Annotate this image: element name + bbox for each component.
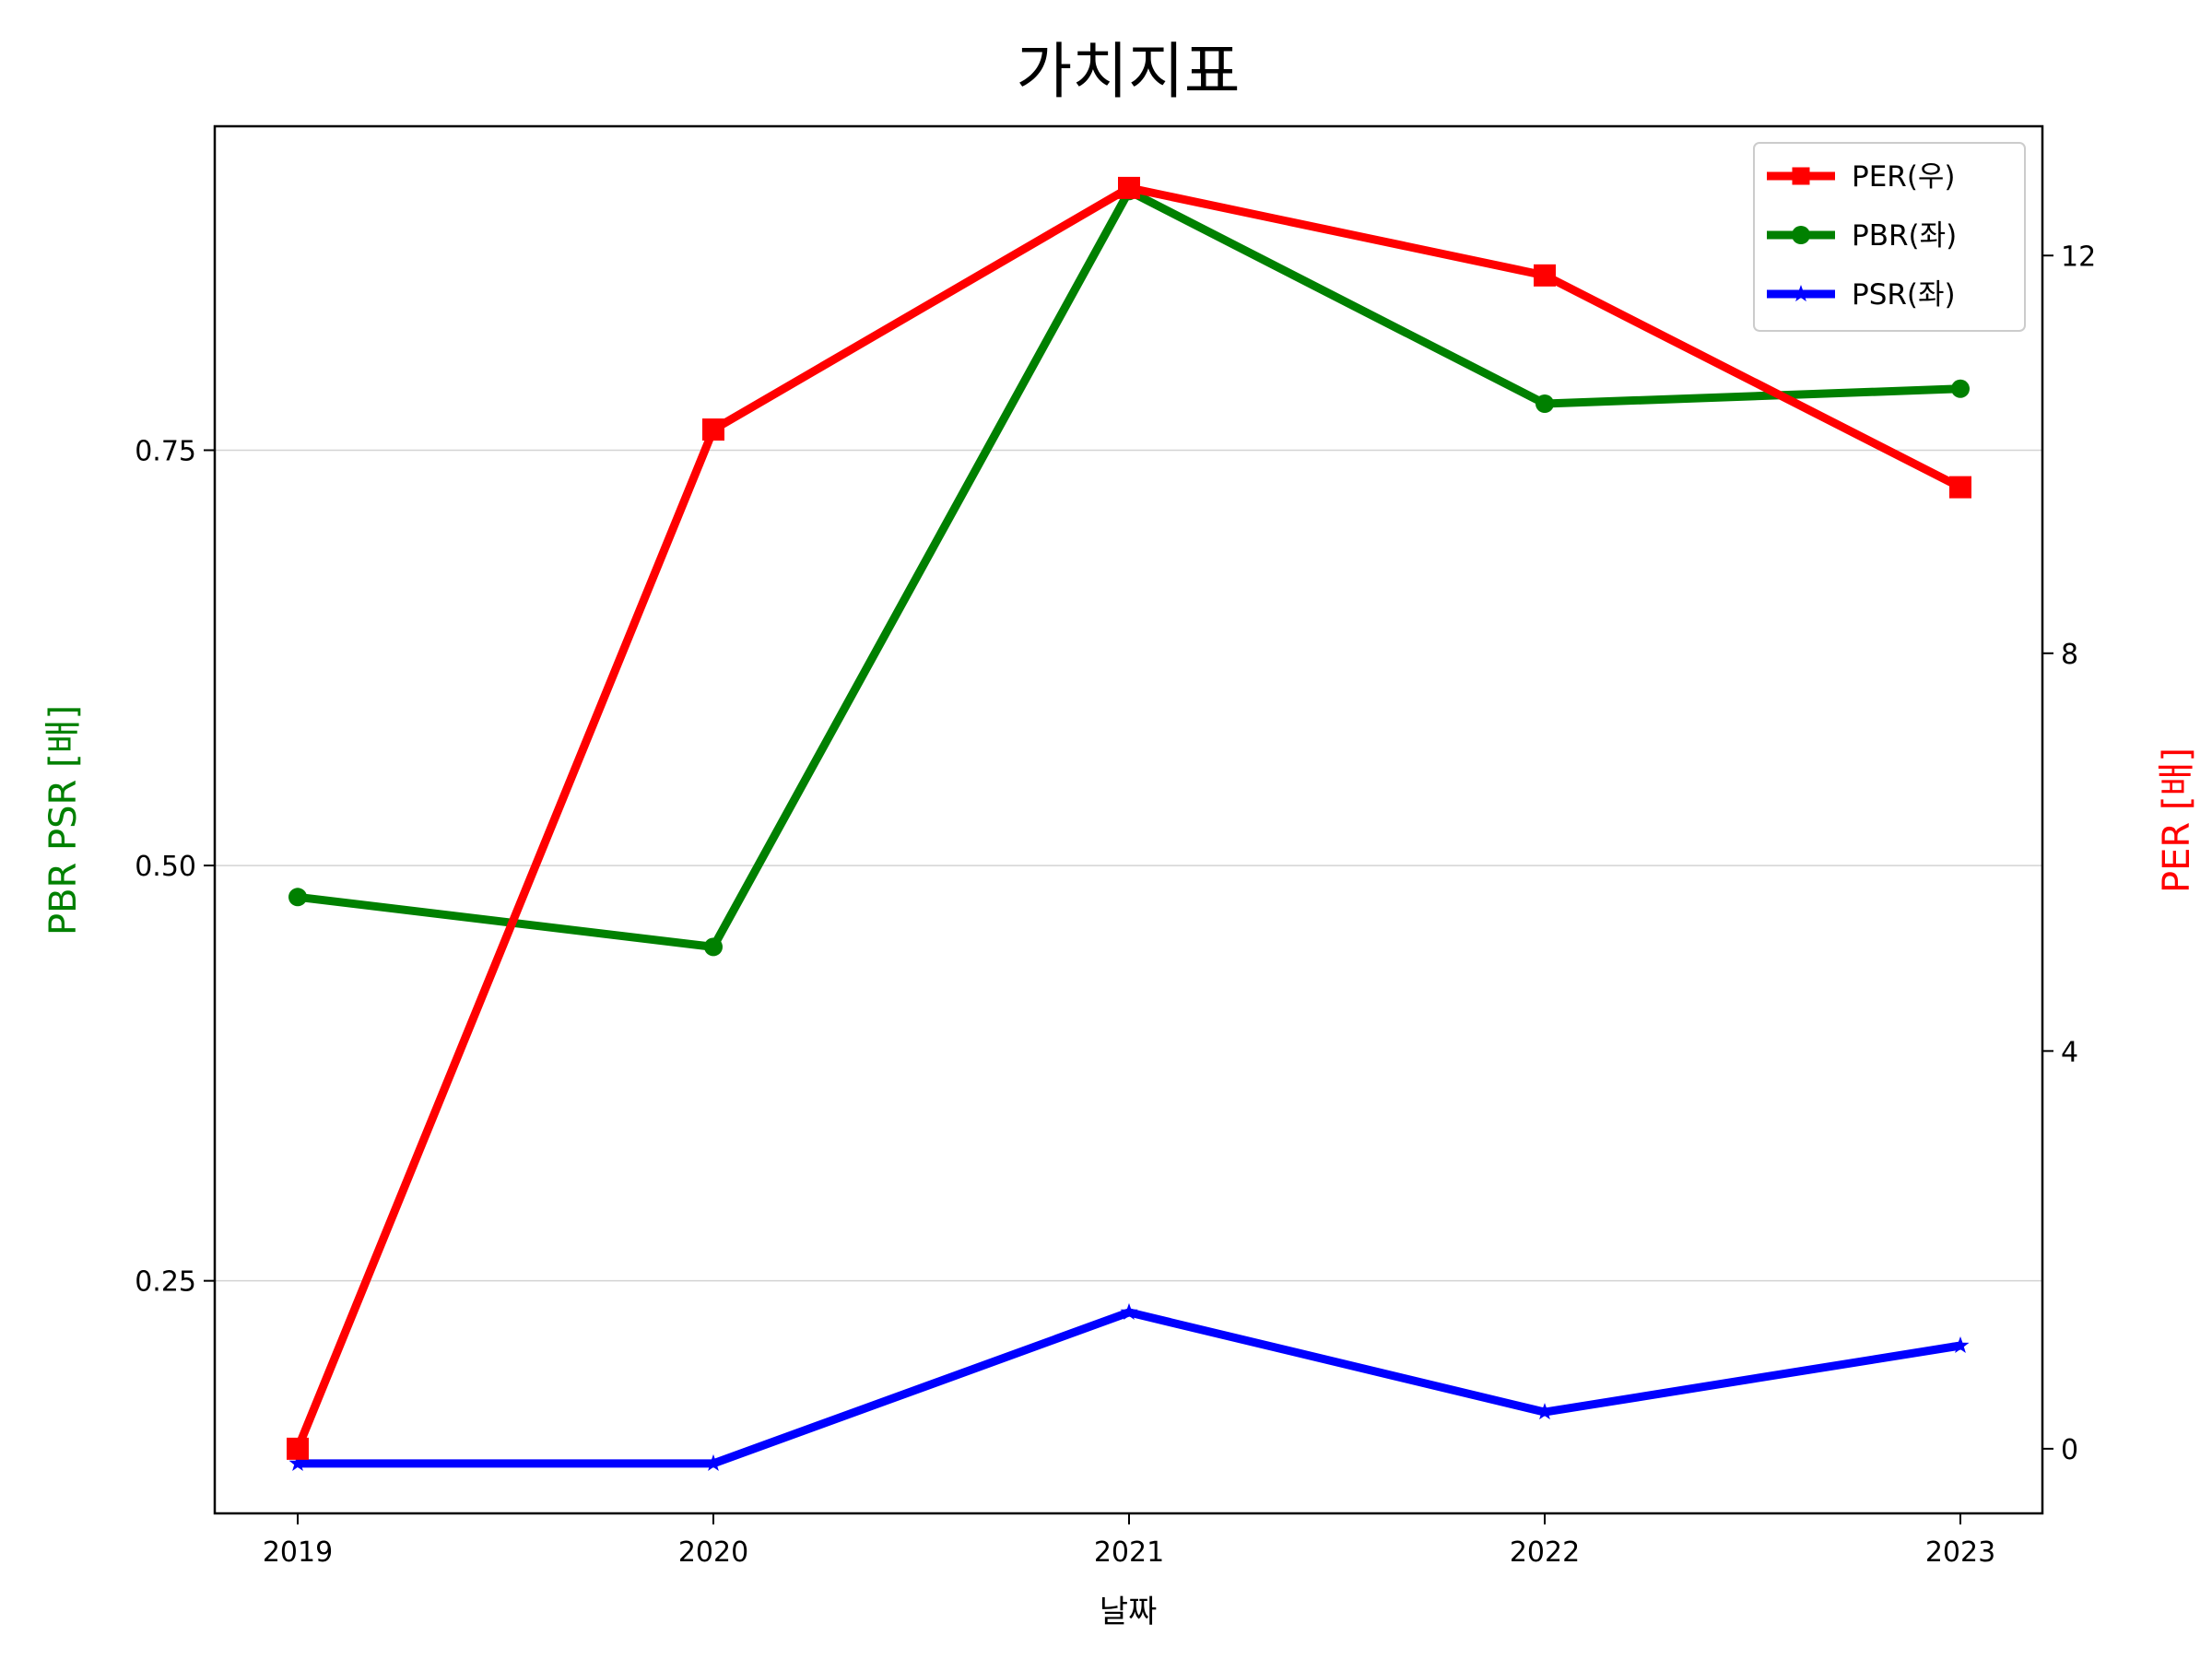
series-layer xyxy=(287,176,1971,1471)
right-y-tick-label-3: 12 xyxy=(2061,241,2096,273)
legend-label-1: PBR(좌) xyxy=(1852,219,1957,253)
series-2-point-4 xyxy=(1951,1336,1970,1353)
x-axis: 2019 2020 2021 2022 2023 xyxy=(263,1513,1995,1569)
legend-item-0: PER(우) xyxy=(1767,160,1956,194)
legend-box xyxy=(1753,142,2026,332)
right-y-tick-label-1: 4 xyxy=(2061,1036,2078,1068)
left-y-tick-label-2: 0.75 xyxy=(135,435,196,467)
series-0-point-1 xyxy=(702,418,724,441)
x-axis-label: 날짜 xyxy=(1100,1594,1158,1630)
series-2-point-1 xyxy=(704,1453,723,1471)
series-line-2 xyxy=(298,1308,1961,1468)
x-tick-label-2: 2021 xyxy=(1094,1536,1164,1569)
left-y-tick-label-1: 0.50 xyxy=(135,851,196,883)
right-y-tick-label-2: 8 xyxy=(2061,639,2078,671)
series-0 xyxy=(287,176,1971,1460)
series-0-point-3 xyxy=(1534,264,1556,287)
legend-item-1: PBR(좌) xyxy=(1767,219,1957,253)
series-0-point-0 xyxy=(287,1437,309,1460)
series-2-point-3 xyxy=(1535,1403,1554,1420)
legend-item-2: PSR(좌) xyxy=(1767,278,1956,312)
legend: PER(우) PBR(좌) PSR(좌) xyxy=(1753,142,2026,332)
left-y-axis: 0.25 0.50 0.75 xyxy=(135,435,215,1299)
left-y-tick-label-0: 0.25 xyxy=(135,1266,196,1299)
x-tick-label-1: 2020 xyxy=(678,1536,748,1569)
series-1-point-4 xyxy=(1951,379,1970,398)
series-0-point-2 xyxy=(1118,176,1140,199)
legend-label-2: PSR(좌) xyxy=(1852,278,1956,312)
series-1-point-1 xyxy=(704,937,723,957)
chart-title: 가치지표 xyxy=(1017,36,1241,107)
series-2-point-0 xyxy=(288,1453,307,1471)
x-tick-label-3: 2022 xyxy=(1510,1536,1580,1569)
legend-marker-2 xyxy=(1792,285,1810,302)
legend-marker-0 xyxy=(1792,167,1810,185)
x-tick-label-0: 2019 xyxy=(263,1536,333,1569)
series-1 xyxy=(288,182,1970,957)
series-2 xyxy=(288,1302,1970,1471)
right-y-tick-label-0: 0 xyxy=(2061,1434,2078,1466)
right-y-axis-label: PER [배] xyxy=(2156,747,2198,893)
left-y-axis-label: PBR PSR [배] xyxy=(42,705,85,935)
x-tick-label-4: 2023 xyxy=(1925,1536,1995,1569)
legend-marker-1 xyxy=(1792,226,1810,244)
series-line-0 xyxy=(293,183,1963,1451)
series-0-point-4 xyxy=(1949,476,1971,499)
series-2-point-2 xyxy=(1120,1302,1138,1320)
legend-label-0: PER(우) xyxy=(1852,160,1956,194)
series-1-point-0 xyxy=(288,888,307,907)
series-1-point-3 xyxy=(1535,394,1554,413)
right-y-axis: 0 4 8 12 xyxy=(2042,241,2096,1466)
grid-lines xyxy=(215,449,2042,1282)
